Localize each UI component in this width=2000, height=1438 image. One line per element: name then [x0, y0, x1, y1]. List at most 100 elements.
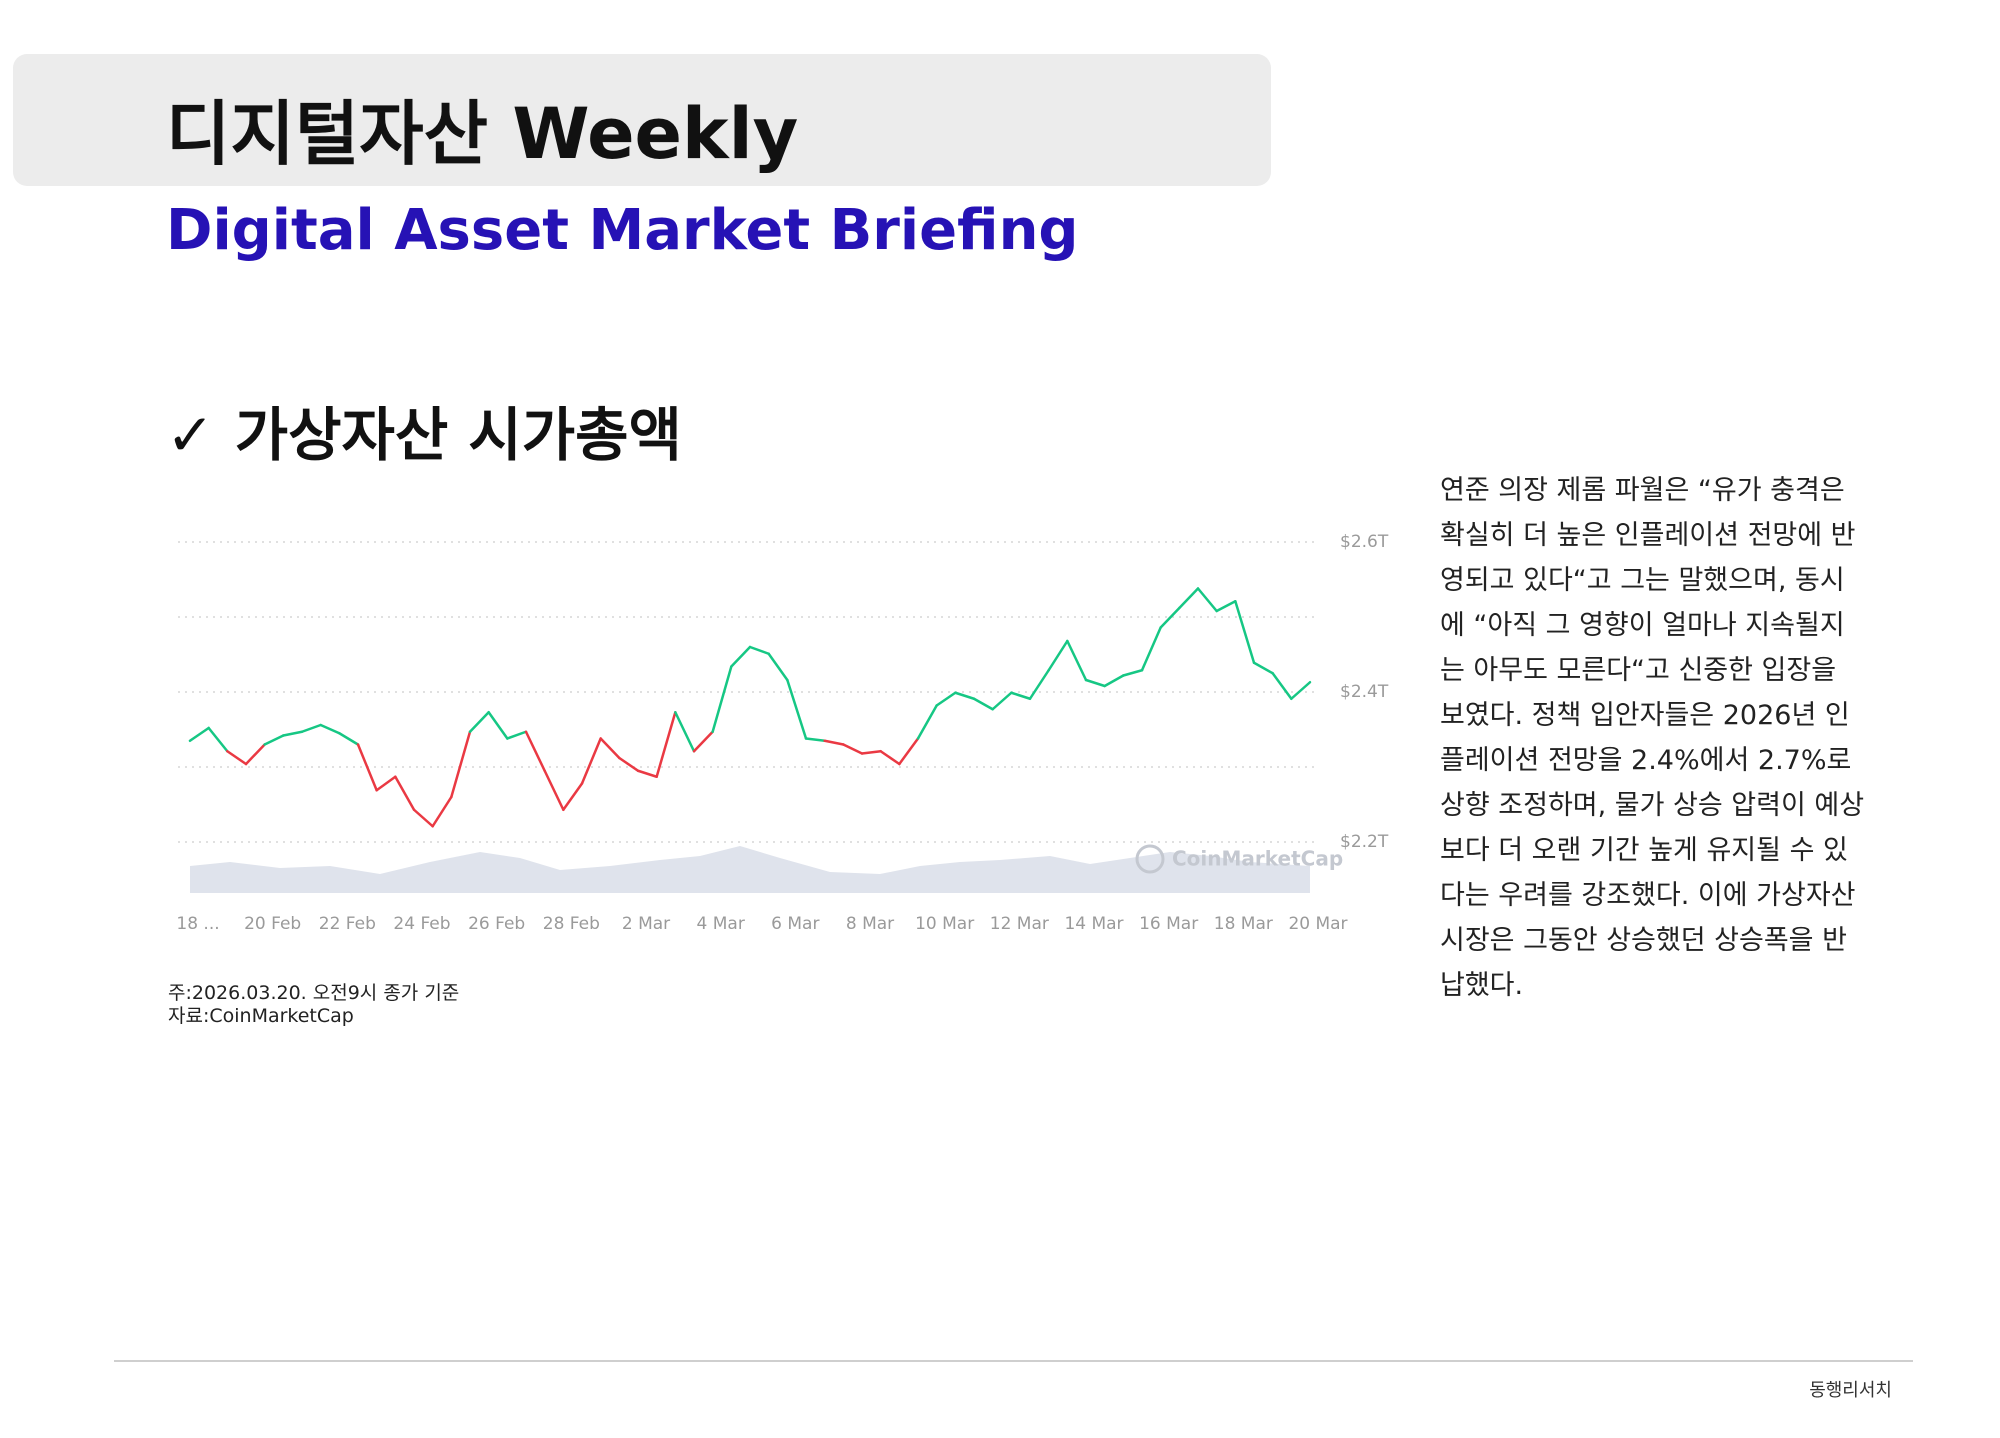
x-tick-label: 14 Mar — [1064, 914, 1123, 934]
line-segment — [300, 723, 322, 733]
line-segment — [842, 743, 864, 755]
watermark: CoinMarketCap — [1172, 847, 1343, 871]
line-segment — [1084, 678, 1106, 688]
x-tick-label: 26 Feb — [468, 914, 525, 934]
line-segment — [786, 678, 808, 740]
line-segment — [767, 652, 789, 682]
x-tick-label: 4 Mar — [697, 914, 745, 934]
line-segment — [431, 795, 453, 828]
line-segment — [207, 726, 229, 753]
line-segment — [599, 737, 621, 760]
paragraph-line: 는 아무도 모른다“고 신중한 입장을 — [1440, 655, 1837, 686]
line-segment — [991, 691, 1013, 711]
volume-area — [190, 846, 1310, 893]
line-segment — [748, 645, 770, 655]
line-segment — [282, 730, 304, 737]
x-tick-label: 12 Mar — [990, 914, 1049, 934]
line-segment — [972, 697, 994, 711]
paragraph-line: 플레이션 전망을 2.4%에서 2.7%로 — [1440, 745, 1852, 776]
line-segment — [338, 732, 360, 746]
line-segment — [860, 750, 882, 755]
paragraph-line: 보였다. 정책 입안자들은 2026년 인 — [1440, 700, 1850, 731]
line-segment — [1271, 672, 1293, 700]
brand: 동행리서치 — [1809, 1380, 1892, 1401]
note: 자료:CoinMarketCap — [168, 1005, 354, 1027]
line-segment — [898, 737, 920, 766]
line-segment — [1234, 600, 1256, 664]
line-segment — [1103, 674, 1125, 688]
line-segment — [1047, 639, 1069, 672]
x-tick-label: 20 Mar — [1288, 914, 1347, 934]
line-segment — [524, 730, 546, 772]
paragraph-line: 확실히 더 높은 인플레이션 전망에 반 — [1440, 520, 1856, 551]
x-tick-label: 28 Feb — [543, 914, 600, 934]
x-tick-label: 18 ... — [176, 914, 219, 934]
line-segment — [935, 691, 957, 707]
line-segment — [1290, 681, 1312, 700]
note: 주:2026.03.20. 오전9시 종가 기준 — [168, 982, 460, 1004]
line-segment — [562, 782, 584, 811]
y-tick-label: $2.6T — [1340, 532, 1389, 552]
paragraph-line: 납했다. — [1440, 970, 1524, 1001]
watermark-logo — [1135, 844, 1165, 874]
line-segment — [375, 775, 397, 792]
x-tick-label: 22 Feb — [319, 914, 376, 934]
line-segment — [543, 769, 565, 811]
line-segment — [188, 726, 210, 742]
x-tick-label: 20 Feb — [244, 914, 301, 934]
x-tick-label: 18 Mar — [1214, 914, 1273, 934]
title: 디지털자산 Weekly — [166, 93, 799, 175]
line-segment — [1159, 606, 1181, 629]
line-segment — [226, 750, 248, 766]
paragraph-line: 시장은 그동안 상승했던 상승폭을 반 — [1440, 925, 1847, 956]
paragraph-line: 다는 우려를 강조했다. 이에 가상자산 — [1440, 880, 1856, 911]
line-segment — [730, 645, 752, 668]
line-segment — [1215, 600, 1237, 613]
x-tick-label: 2 Mar — [622, 914, 670, 934]
paragraph-line: 영되고 있다“고 그는 말했으며, 동시 — [1440, 565, 1845, 596]
line-segment — [319, 723, 341, 735]
paragraph-line: 상향 조정하며, 물가 상승 압력이 예상 — [1440, 790, 1865, 821]
line-segment — [1010, 691, 1032, 700]
line-segment — [1196, 587, 1218, 613]
line-segment — [674, 711, 696, 753]
paragraph-line: 연준 의장 제롬 파월은 “유가 충격은 — [1440, 475, 1845, 506]
line-segment — [356, 743, 378, 792]
line-segment — [711, 665, 733, 733]
y-tick-label: $2.4T — [1340, 682, 1389, 702]
subtitle: Digital Asset Market Briefing — [166, 198, 1079, 263]
line-segment — [618, 756, 640, 772]
line-segment — [954, 691, 976, 700]
line-segment — [1252, 661, 1274, 675]
line-segment — [636, 769, 658, 778]
line-segment — [244, 743, 266, 766]
paragraph-line: 보다 더 오랜 기간 높게 유지될 수 있 — [1440, 835, 1848, 866]
notes: 주:2026.03.20. 오전9시 종가 기준 자료:CoinMarketCap — [168, 982, 459, 1028]
y-tick-label: $2.2T — [1340, 832, 1389, 852]
line-segment — [1122, 669, 1144, 677]
line-segment — [916, 704, 938, 740]
chart: $2.2T $2.4T $2.6T 18 ... 20 Feb 22 Feb 24 Feb 2… — [176, 532, 1389, 934]
x-tick-label: 6 Mar — [771, 914, 819, 934]
header-box — [13, 54, 1271, 186]
line-segment — [487, 711, 509, 740]
line-segment — [450, 730, 472, 799]
line-segment — [823, 739, 845, 746]
line-segment — [412, 808, 434, 828]
line-segment — [1140, 626, 1162, 672]
x-tick-label: 16 Mar — [1139, 914, 1198, 934]
line-segment — [263, 734, 285, 746]
x-tick-label: 8 Mar — [846, 914, 894, 934]
line-segment — [1178, 587, 1200, 610]
line-segment — [804, 737, 826, 742]
line-segment — [879, 750, 901, 766]
line-segment — [394, 775, 416, 811]
line-segment — [692, 730, 714, 753]
line-segment — [580, 737, 602, 785]
line-segment — [468, 711, 490, 733]
x-tick-label: 24 Feb — [393, 914, 450, 934]
footer-line — [114, 1360, 1913, 1362]
line-segment — [655, 711, 677, 778]
